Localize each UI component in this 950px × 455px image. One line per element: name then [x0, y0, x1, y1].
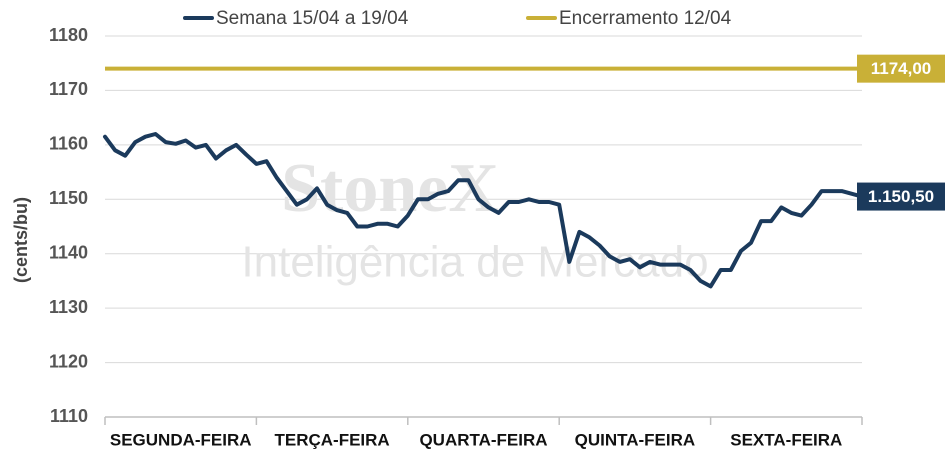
- value-label: 1.150,50: [868, 187, 934, 206]
- y-tick-label: 1130: [49, 297, 88, 317]
- y-axis-label: (cents/bu): [11, 197, 31, 283]
- y-tick-label: 1160: [49, 134, 88, 154]
- x-tick-label: TERÇA-FEIRA: [274, 430, 389, 449]
- value-label-box: [857, 182, 945, 211]
- legend-label: Semana 15/04 a 19/04: [216, 8, 409, 29]
- legend-label: Encerramento 12/04: [559, 8, 732, 29]
- y-tick-label: 1110: [50, 406, 88, 426]
- x-tick-label: QUARTA-FEIRA: [419, 430, 547, 449]
- y-tick-label: 1180: [49, 25, 88, 45]
- x-tick-label: QUINTA-FEIRA: [575, 430, 696, 449]
- series-line: [103, 132, 864, 289]
- x-tick-label: SEXTA-FEIRA: [730, 430, 842, 449]
- y-tick-label: 1150: [49, 188, 88, 208]
- value-label-box: [857, 54, 945, 83]
- y-tick-label: 1140: [49, 242, 88, 262]
- value-label: 1174,00: [871, 59, 932, 78]
- y-tick-label: 1170: [49, 79, 88, 99]
- grid: [105, 35, 862, 418]
- watermark-subtitle: Inteligência de Mercado: [241, 238, 708, 287]
- x-tick-label: SEGUNDA-FEIRA: [110, 430, 252, 449]
- y-tick-label: 1120: [49, 351, 88, 371]
- watermark-brand: StoneX: [281, 150, 499, 227]
